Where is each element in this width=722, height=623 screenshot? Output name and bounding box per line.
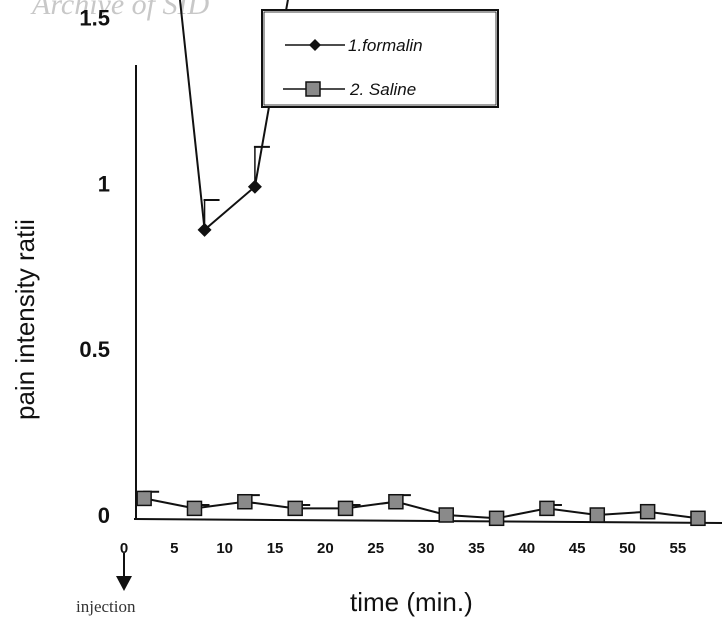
x-axis-line xyxy=(133,518,722,524)
data-point xyxy=(539,500,555,517)
legend: 1.formalin 2. Saline xyxy=(261,9,499,108)
data-point xyxy=(589,507,606,523)
series-line xyxy=(178,0,289,232)
x-tick-label: 35 xyxy=(468,540,485,557)
data-point xyxy=(337,500,354,517)
injection-arrow-icon xyxy=(116,576,132,591)
series-layer xyxy=(136,0,706,527)
y-tick-label: 1 xyxy=(98,171,110,196)
x-tick-label: 45 xyxy=(569,540,586,557)
injection-marker: injection xyxy=(76,553,136,616)
watermark: Archive of SID xyxy=(30,0,209,21)
data-point xyxy=(197,222,212,237)
injection-label: injection xyxy=(76,597,136,616)
x-tick-label: 55 xyxy=(670,540,687,557)
data-point xyxy=(690,510,706,527)
x-tick-label: 5 xyxy=(170,540,178,557)
data-point xyxy=(287,500,303,517)
x-tick-label: 20 xyxy=(317,540,334,557)
y-axis-title: pain intensity ratii xyxy=(10,219,40,420)
x-tick-labels: 0 5 10 15 20 25 30 35 40 45 50 55 xyxy=(120,540,686,557)
x-tick-label: 25 xyxy=(367,540,384,557)
legend-box-inner xyxy=(263,11,497,106)
x-tick-label: 40 xyxy=(518,540,535,557)
data-point xyxy=(186,500,203,517)
x-tick-label: 0 xyxy=(120,540,128,557)
series-2 xyxy=(136,490,706,527)
x-tick-label: 50 xyxy=(619,540,636,557)
legend-formalin-label: 1.formalin xyxy=(348,36,423,55)
data-point xyxy=(136,490,152,507)
x-tick-label: 30 xyxy=(418,540,435,557)
x-tick-label: 10 xyxy=(216,540,233,557)
y-tick-label: 0 xyxy=(98,503,110,528)
data-point xyxy=(438,507,454,523)
data-point xyxy=(237,493,253,510)
x-axis-title: time (min.) xyxy=(350,587,473,617)
y-tick-label: 0.5 xyxy=(79,337,110,362)
data-point xyxy=(639,503,656,520)
data-point xyxy=(488,510,505,527)
axes xyxy=(133,65,722,524)
y-tick-labels: 00.511.522.5 xyxy=(79,6,110,528)
y-tick-label: 1.5 xyxy=(79,6,110,31)
legend-box xyxy=(261,9,499,108)
legend-formalin-marker xyxy=(309,39,321,51)
legend-saline-marker xyxy=(305,81,321,97)
data-point xyxy=(388,493,404,510)
x-tick-label: 15 xyxy=(267,540,284,557)
series-line xyxy=(143,497,699,520)
data-point xyxy=(247,179,262,194)
legend-saline-label: 2. Saline xyxy=(349,80,416,99)
series-1 xyxy=(178,0,289,237)
